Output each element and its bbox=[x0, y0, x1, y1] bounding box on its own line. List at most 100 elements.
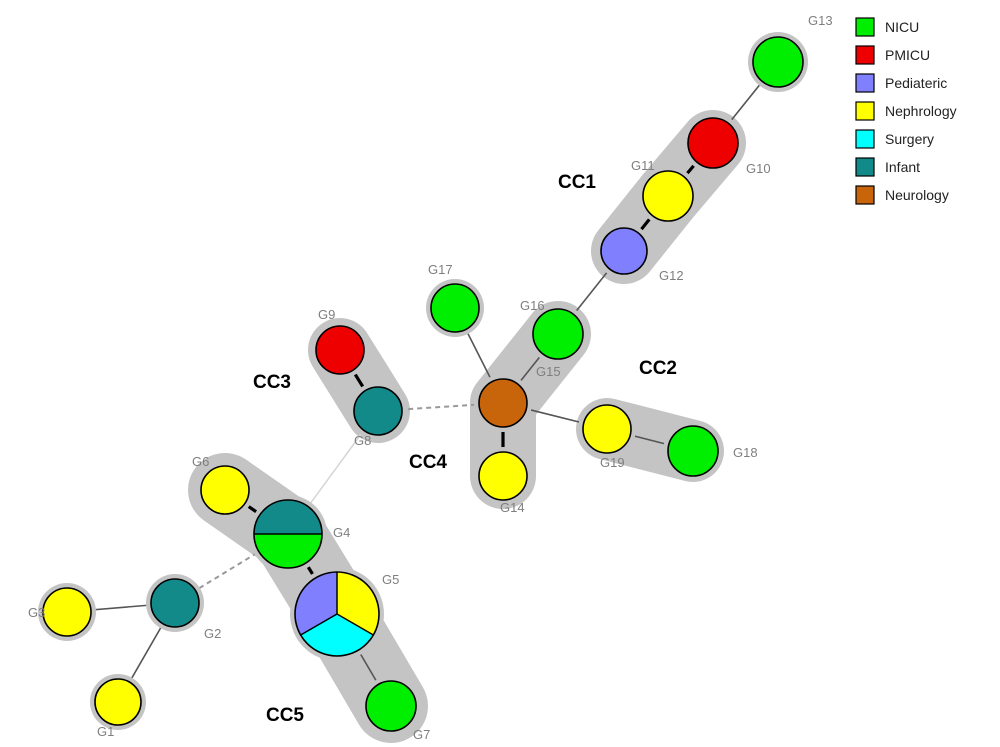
node-outline bbox=[430, 283, 480, 333]
node-outline bbox=[315, 325, 365, 375]
node-outline bbox=[752, 36, 804, 88]
node-slice-divider bbox=[300, 613, 338, 636]
complex-label-cc3: CC3 bbox=[253, 372, 291, 393]
node-label-g14: G14 bbox=[500, 500, 525, 515]
node-slice-divider bbox=[336, 613, 374, 636]
legend-swatch bbox=[855, 185, 875, 205]
legend-swatch bbox=[855, 45, 875, 65]
node-outline bbox=[94, 678, 142, 726]
legend-label: NICU bbox=[885, 19, 919, 35]
node-label-g12: G12 bbox=[659, 268, 684, 283]
legend-label: Nephrology bbox=[885, 103, 957, 119]
node-label-g11: G11 bbox=[631, 158, 655, 173]
node-fill-nicu bbox=[753, 37, 803, 87]
node-outline bbox=[42, 587, 92, 637]
node-fill-pediateric bbox=[601, 228, 647, 274]
legend-item-nicu: NICU bbox=[855, 17, 919, 37]
node-fill-nephrology bbox=[95, 679, 141, 725]
node-g14 bbox=[474, 447, 532, 505]
node-label-g15: G15 bbox=[536, 364, 561, 379]
node-fill-nephrology bbox=[643, 171, 693, 221]
node-fill-nephrology bbox=[479, 452, 527, 500]
legend-item-pediateric: Pediateric bbox=[855, 73, 947, 93]
node-label-g4: G4 bbox=[333, 525, 350, 540]
legend-item-pmicu: PMICU bbox=[855, 45, 930, 65]
complex-labels: CC1 CC2 CC3 CC4 CC5 bbox=[253, 172, 677, 726]
node-g6 bbox=[196, 461, 254, 519]
node-g9 bbox=[311, 321, 369, 379]
node-label-g1: G1 bbox=[97, 724, 114, 739]
legend-item-surgery: Surgery bbox=[855, 129, 934, 149]
node-g2 bbox=[146, 574, 204, 632]
legend-label: Pediateric bbox=[885, 75, 947, 91]
legend-swatch bbox=[855, 73, 875, 93]
node-g1 bbox=[90, 674, 146, 730]
legend-label: PMICU bbox=[885, 47, 930, 63]
node-fill-nicu bbox=[533, 309, 583, 359]
node-label-g8: G8 bbox=[354, 433, 371, 448]
node-fill-nephrology bbox=[583, 405, 631, 453]
node-g11 bbox=[638, 166, 698, 226]
legend-swatch bbox=[855, 101, 875, 121]
node-g15 bbox=[474, 374, 532, 432]
node-label-g16: G16 bbox=[520, 298, 545, 313]
node-label-g6: G6 bbox=[192, 454, 209, 469]
node-g4 bbox=[249, 495, 327, 573]
legend-swatch bbox=[855, 157, 875, 177]
node-outline bbox=[532, 308, 584, 360]
complex-label-cc5: CC5 bbox=[266, 705, 304, 726]
node-labels: G1 G2 G3 G4 G5 G6 G7 G8 G9 G10 G11 G12 G13 G14 G15 G16 G… bbox=[28, 13, 833, 742]
node-label-g17: G17 bbox=[428, 262, 453, 277]
node-fill-nicu bbox=[366, 681, 416, 731]
node-fill-nephrology bbox=[201, 466, 249, 514]
nodes bbox=[38, 32, 808, 736]
legend-label: Surgery bbox=[885, 131, 934, 147]
node-label-g10: G10 bbox=[746, 161, 771, 176]
node-outline bbox=[478, 378, 528, 428]
node-fill-infant bbox=[354, 387, 402, 435]
node-label-g3: G3 bbox=[28, 605, 45, 620]
node-outline bbox=[600, 227, 648, 275]
node-g13 bbox=[748, 32, 808, 92]
node-g7 bbox=[361, 676, 421, 736]
legend-item-nephrology: Nephrology bbox=[855, 101, 957, 121]
legend-swatch bbox=[855, 129, 875, 149]
node-g3 bbox=[38, 583, 96, 641]
node-outline bbox=[642, 170, 694, 222]
node-label-g13: G13 bbox=[808, 13, 833, 28]
node-outline bbox=[294, 571, 380, 657]
node-outline bbox=[478, 451, 528, 501]
legend: NICU PMICU Pediateric Nephrology Surgery Infa… bbox=[855, 17, 957, 205]
node-outline bbox=[365, 680, 417, 732]
node-outline bbox=[253, 499, 323, 569]
node-fill-infant bbox=[151, 579, 199, 627]
node-outline bbox=[150, 578, 200, 628]
complex-label-cc2: CC2 bbox=[639, 358, 677, 379]
node-outline bbox=[667, 425, 719, 477]
node-g19 bbox=[578, 400, 636, 458]
node-label-g7: G7 bbox=[413, 727, 430, 742]
node-outline bbox=[200, 465, 250, 515]
node-label-g19: G19 bbox=[600, 455, 625, 470]
node-label-g2: G2 bbox=[204, 626, 221, 641]
node-g10 bbox=[683, 113, 743, 173]
node-fill-neurology bbox=[479, 379, 527, 427]
node-g17 bbox=[426, 279, 484, 337]
node-outline bbox=[687, 117, 739, 169]
legend-label: Neurology bbox=[885, 187, 949, 203]
node-label-g9: G9 bbox=[318, 307, 335, 322]
complex-label-cc1: CC1 bbox=[558, 172, 596, 193]
node-g12 bbox=[596, 223, 652, 279]
node-label-g5: G5 bbox=[382, 572, 399, 587]
node-g8 bbox=[349, 382, 407, 440]
node-outline bbox=[353, 386, 403, 436]
legend-item-infant: Infant bbox=[855, 157, 920, 177]
node-fill-nephrology bbox=[43, 588, 91, 636]
node-outline bbox=[582, 404, 632, 454]
complex-label-cc4: CC4 bbox=[409, 452, 447, 473]
node-fill-pmicu bbox=[316, 326, 364, 374]
node-fill-nicu bbox=[431, 284, 479, 332]
node-g16 bbox=[528, 304, 588, 364]
